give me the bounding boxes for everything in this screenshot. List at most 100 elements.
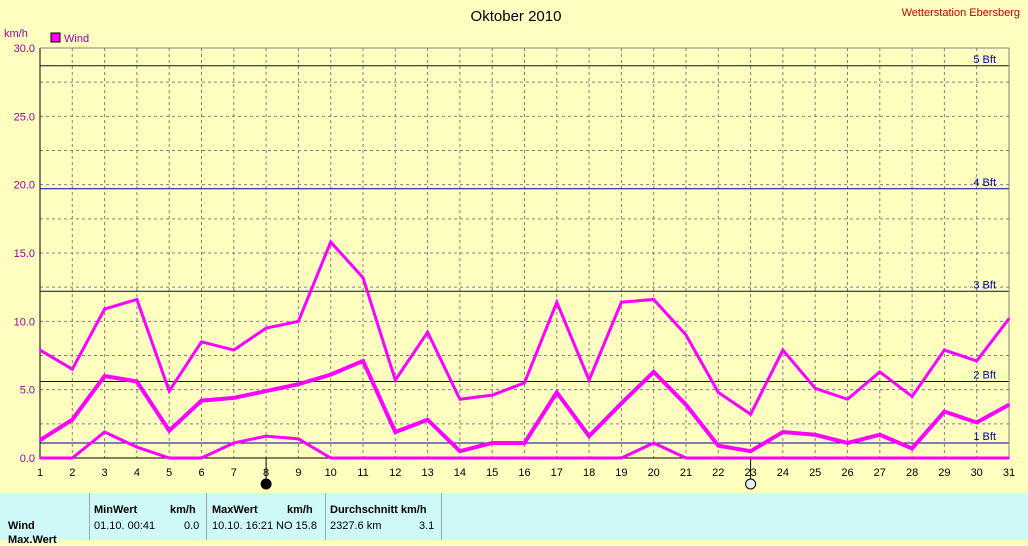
data-point-max [426,331,429,334]
data-point-min [168,457,171,459]
x-tick-label: 20 [648,467,660,479]
data-point-max [975,359,978,362]
y-tick-label: 10.0 [14,316,35,328]
data-point-max [362,276,364,279]
x-tick-label: 22 [712,467,724,479]
data-point-min [781,457,784,459]
data-point-average [394,431,397,434]
full-moon-icon [745,478,757,490]
data-point-average [814,433,817,436]
data-point-max [297,320,300,323]
data-point-average [103,375,106,377]
new-moon-icon [260,478,272,490]
data-point-min [103,431,106,434]
data-point-min [911,457,914,459]
data-point-average [135,380,138,383]
data-point-average [168,429,171,432]
data-point-max [491,394,494,397]
row-label-max: Max.Wert [8,534,57,546]
data-point-average [232,396,235,399]
data-point-min [878,457,881,459]
x-tick-label: 11 [357,467,368,479]
data-point-max [232,349,235,352]
data-point-average [975,421,978,424]
beaufort-label: 2 Bft [973,369,996,381]
data-point-max [814,387,817,390]
data-point-max [620,301,623,304]
x-tick-label: 2 [69,467,75,479]
data-point-average [39,439,41,442]
column-divider [206,493,207,540]
statistics-table: MinWert km/h MaxWert km/h Durchschnitt k… [0,493,1028,546]
y-tick-label: 20.0 [14,180,35,192]
data-point-min [814,457,817,459]
average-value: 3.1 [419,520,435,532]
wind-chart: Oktober 2010 Wetterstation Ebersberg km/… [4,7,1020,490]
column-divider [441,493,442,540]
x-tick-label: 9 [295,467,301,479]
x-tick-label: 28 [906,467,918,479]
data-point-max [685,334,687,336]
beaufort-label: 3 Bft [973,279,996,291]
y-axis-unit: km/h [4,28,28,40]
x-tick-label: 3 [102,467,108,479]
x-tick-label: 1 [37,467,43,479]
data-point-average [846,441,849,444]
min-value: 0.0 [184,520,200,532]
station-name: Wetterstation Ebersberg [902,7,1020,19]
legend-swatch [50,32,61,43]
x-tick-label: 26 [841,467,853,479]
y-tick-label: 5.0 [20,385,35,397]
data-point-min [523,457,526,459]
x-tick-label: 12 [389,467,401,479]
x-tick-label: 15 [486,467,498,479]
data-point-max [394,379,397,382]
data-point-min [491,457,494,459]
data-point-max [943,349,946,352]
data-point-min [362,457,364,459]
x-tick-label: 25 [809,467,821,479]
series-line-max [39,239,1011,417]
min-unit-header: km/h [170,504,196,516]
max-time: 10.10. 16:21 [212,520,274,532]
data-point-min [652,441,655,444]
y-tick-label: 25.0 [14,111,35,123]
data-point-min [265,435,268,438]
data-point-average [943,410,946,413]
x-tick-label: 29 [938,467,950,479]
data-point-max [265,327,268,330]
min-time: 01.10. 00:41 [94,520,156,532]
data-point-min [620,457,623,459]
data-point-max [846,398,849,401]
x-tick-label: 4 [134,467,140,479]
data-point-average [588,435,591,438]
data-point-average [1008,403,1010,406]
data-point-min [394,457,397,459]
data-point-average [717,444,720,447]
distance-value: 2327.6 km [330,520,382,532]
data-point-max [168,390,171,393]
data-point-max [749,413,752,416]
data-point-max [39,349,41,352]
data-point-average [297,383,300,386]
legend-label: Wind [64,33,89,45]
data-point-min [458,457,461,459]
x-tick-label: 14 [454,467,466,479]
row-label-wind: Wind [8,520,35,532]
data-point-max [588,379,591,382]
chart-title: Oktober 2010 [471,8,562,25]
average-header: Durchschnitt km/h [330,504,427,516]
y-tick-label: 15.0 [14,248,35,260]
data-point-max [781,349,784,352]
data-point-min [297,437,300,440]
data-point-average [685,403,687,406]
data-point-max [458,398,461,401]
data-point-max [717,391,720,394]
data-point-average [652,370,655,373]
data-point-average [555,391,558,394]
data-point-max [878,370,881,373]
x-tick-label: 19 [615,467,627,479]
data-point-max [71,368,74,371]
min-header: MinWert [94,504,138,516]
data-point-average [911,447,914,450]
